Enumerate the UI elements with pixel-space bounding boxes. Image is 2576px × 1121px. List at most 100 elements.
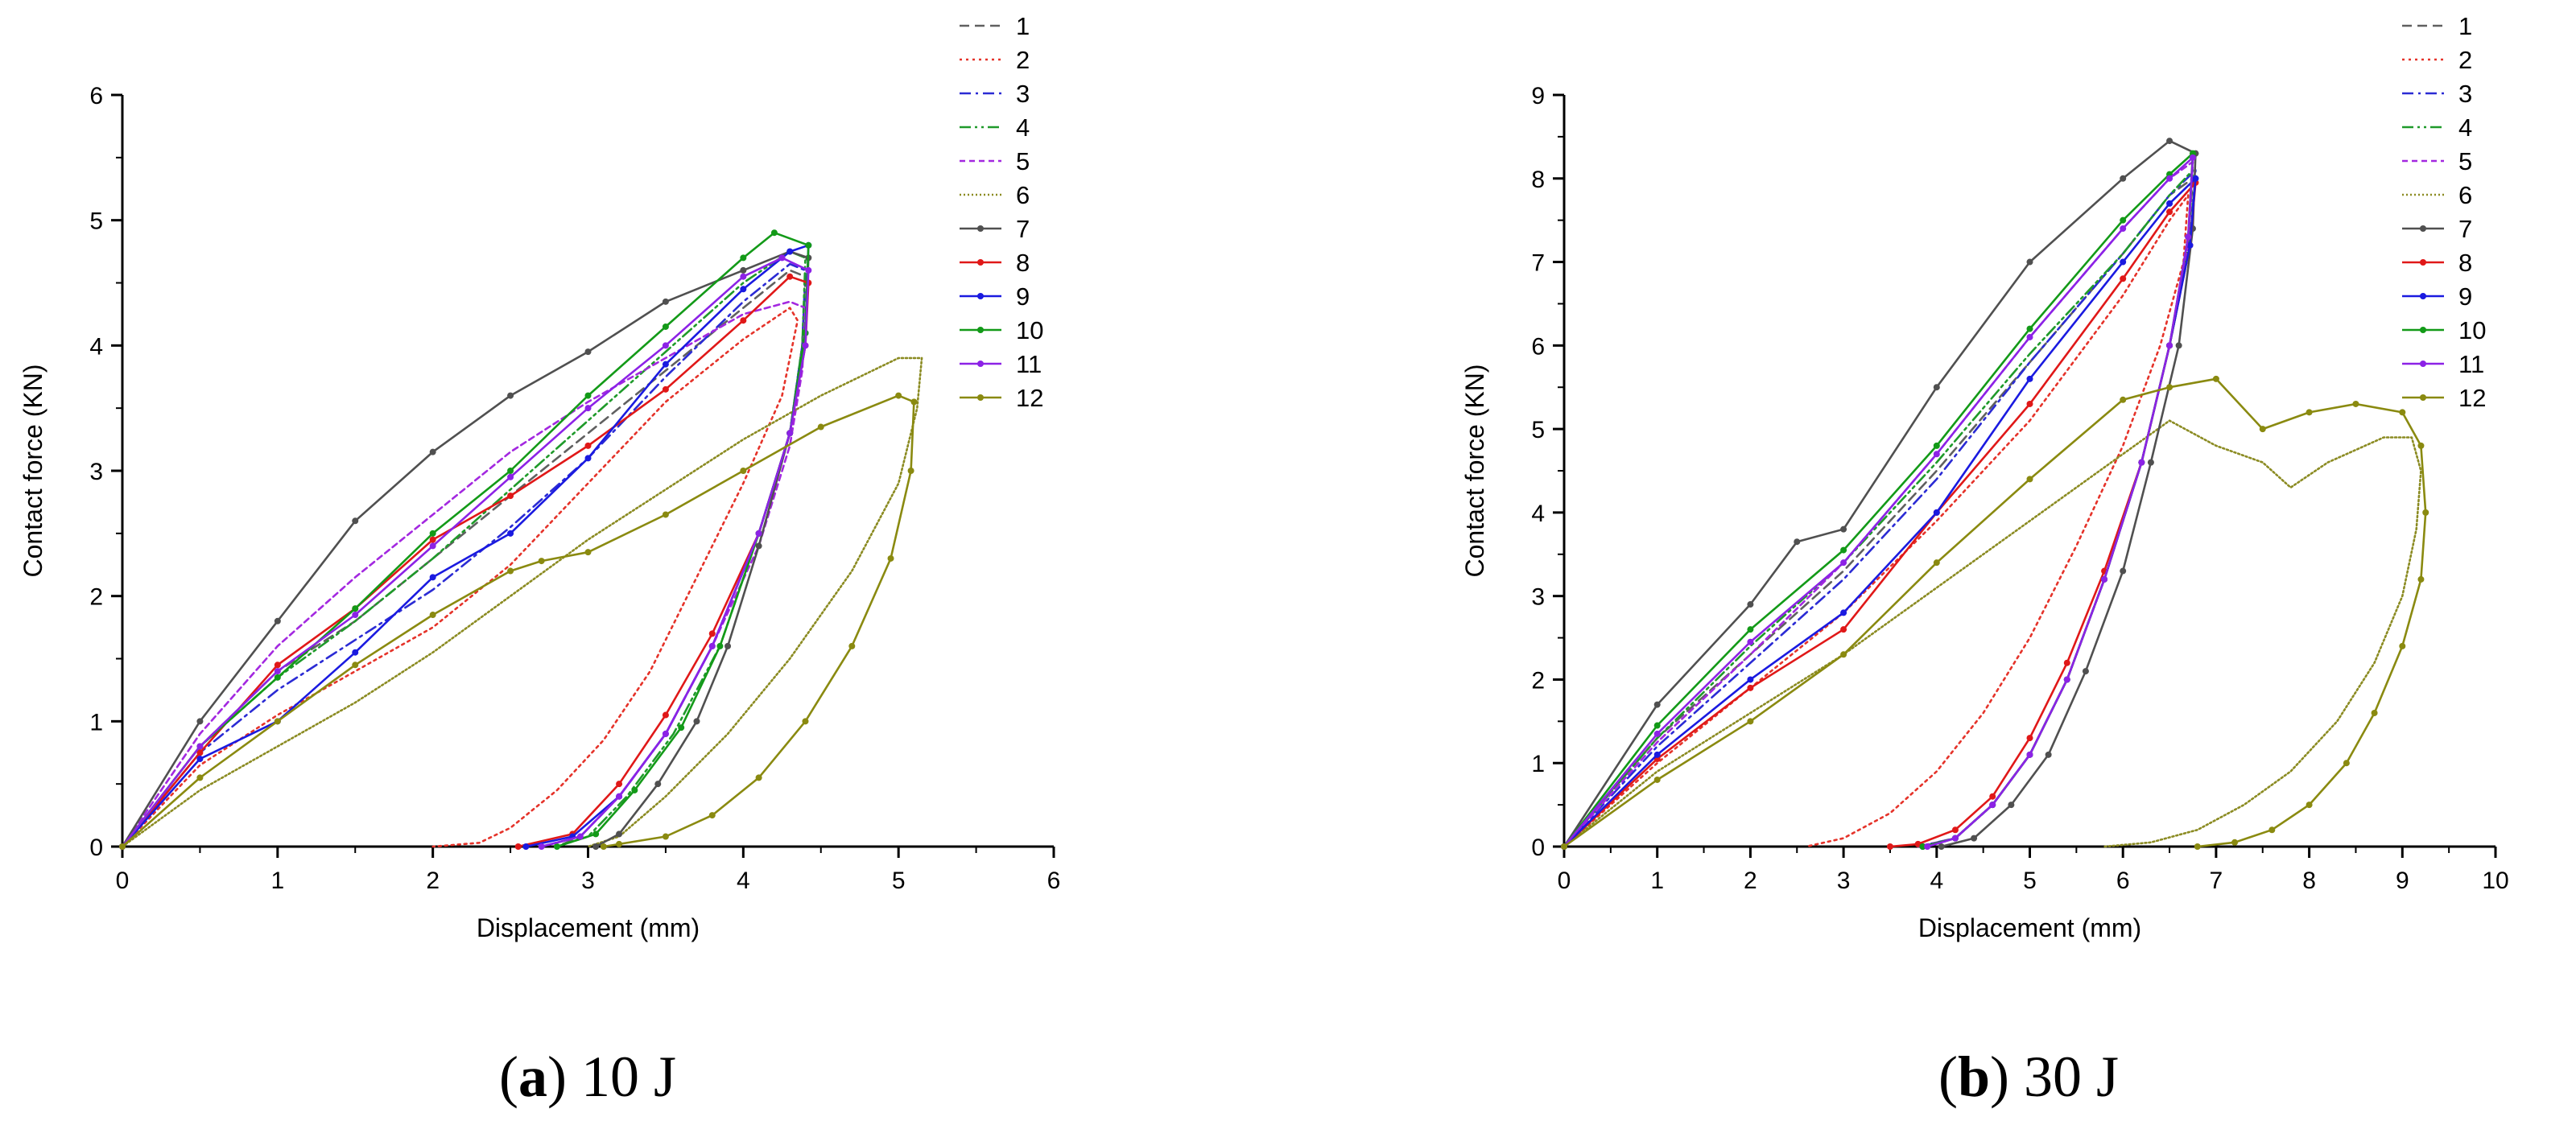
series-point-11 [576, 833, 584, 840]
series-line-6 [1563, 419, 2422, 848]
series-point-7 [592, 843, 600, 850]
series-point-7 [693, 718, 700, 725]
y-tick-label: 3 [1531, 584, 1545, 611]
series-line-12 [1563, 377, 2427, 848]
series-point-9 [662, 361, 669, 368]
legend-marker-9 [2420, 293, 2426, 299]
caption-letter: a [518, 1045, 547, 1109]
series-point-8 [507, 492, 514, 500]
legend-marker-8 [977, 259, 984, 266]
x-tick-label: 1 [270, 868, 284, 894]
y-tick-label: 9 [1531, 83, 1545, 109]
series-point-7 [1653, 701, 1661, 708]
caption-text: 30 J [2024, 1045, 2119, 1109]
legend-marker-10 [977, 327, 984, 333]
series-point-12 [2120, 396, 2127, 403]
legend-label: 11 [1016, 350, 1042, 378]
legend-label: 2 [1016, 46, 1030, 74]
series-point-7 [2175, 342, 2182, 349]
series-point-8 [2026, 400, 2033, 407]
series-point-8 [786, 273, 794, 280]
series-point-8 [274, 661, 281, 669]
y-axis-label: Contact force (KN) [19, 365, 47, 578]
series-point-8 [514, 843, 522, 850]
y-tick-label: 5 [1531, 417, 1545, 443]
series-point-12 [2306, 409, 2313, 416]
series-point-10 [507, 468, 514, 474]
series-point-9 [507, 530, 514, 537]
x-tick-label: 1 [1650, 868, 1664, 894]
x-tick-label: 6 [2116, 868, 2130, 894]
series-point-11 [802, 342, 809, 349]
legend-label: 7 [1016, 215, 1030, 243]
x-tick-label: 3 [581, 868, 595, 894]
legend-marker-10 [2420, 327, 2426, 333]
series-point-12 [2352, 400, 2359, 407]
series-point-10 [770, 229, 778, 237]
series-point-7 [429, 448, 436, 455]
legend-marker-12 [977, 394, 984, 401]
series-point-7 [2166, 138, 2174, 145]
legend-label: 6 [1016, 181, 1030, 209]
series-point-9 [2166, 200, 2174, 207]
series-point-11 [429, 542, 436, 550]
caption-text: 10 J [581, 1045, 676, 1109]
series-point-11 [352, 612, 359, 619]
series-point-7 [2082, 668, 2089, 675]
series-point-7 [584, 348, 592, 356]
series-point-11 [196, 743, 204, 750]
series-point-11 [740, 273, 747, 280]
series-point-9 [786, 248, 794, 255]
series-point-12 [740, 468, 747, 474]
caption-letter: b [1958, 1045, 1990, 1109]
series-point-10 [2120, 216, 2127, 224]
series-point-8 [616, 781, 623, 788]
caption-paren-close: ) [547, 1045, 581, 1109]
legend-marker-11 [977, 361, 984, 367]
y-tick-label: 5 [89, 208, 103, 235]
series-point-11 [786, 430, 794, 437]
legend-label: 12 [2458, 384, 2486, 412]
legend-label: 9 [2458, 282, 2472, 311]
series-line-8 [1563, 181, 2197, 848]
series-point-8 [1747, 684, 1754, 691]
series-point-10 [429, 530, 436, 537]
series-point-11 [1951, 835, 1959, 842]
series-point-11 [584, 405, 592, 412]
series-point-11 [662, 342, 669, 349]
series-point-11 [538, 843, 545, 850]
series-point-11 [1924, 843, 1931, 850]
x-tick-label: 7 [2210, 868, 2223, 894]
series-point-12 [2026, 476, 2033, 483]
series-point-11 [1933, 451, 1940, 458]
x-tick-label: 3 [1837, 868, 1851, 894]
series-point-9 [196, 756, 204, 763]
series-point-10 [631, 786, 638, 793]
series-point-12 [2306, 802, 2313, 809]
series-point-12 [2399, 642, 2406, 649]
series-point-12 [2212, 375, 2219, 382]
series-point-11 [616, 793, 623, 800]
series-point-7 [1840, 525, 1847, 533]
series-point-8 [2063, 659, 2070, 666]
legend-label: 5 [1016, 147, 1030, 175]
series-point-8 [2026, 735, 2033, 742]
legend-label: 2 [2458, 46, 2472, 74]
series-point-9 [352, 649, 359, 656]
series-point-10 [592, 830, 600, 838]
legend-label: 9 [1016, 282, 1030, 311]
y-tick-label: 2 [1531, 667, 1545, 694]
series-point-12 [907, 468, 914, 474]
x-tick-label: 4 [737, 868, 750, 894]
panel-caption: (b) 30 J [1938, 1045, 2119, 1109]
series-point-7 [196, 718, 204, 725]
x-tick-label: 0 [1558, 868, 1571, 894]
series-point-7 [2026, 258, 2033, 266]
series-point-11 [778, 254, 786, 262]
series-point-7 [1747, 601, 1754, 608]
y-tick-label: 8 [1531, 167, 1545, 193]
series-point-7 [2120, 175, 2127, 182]
x-tick-label: 4 [1930, 868, 1943, 894]
